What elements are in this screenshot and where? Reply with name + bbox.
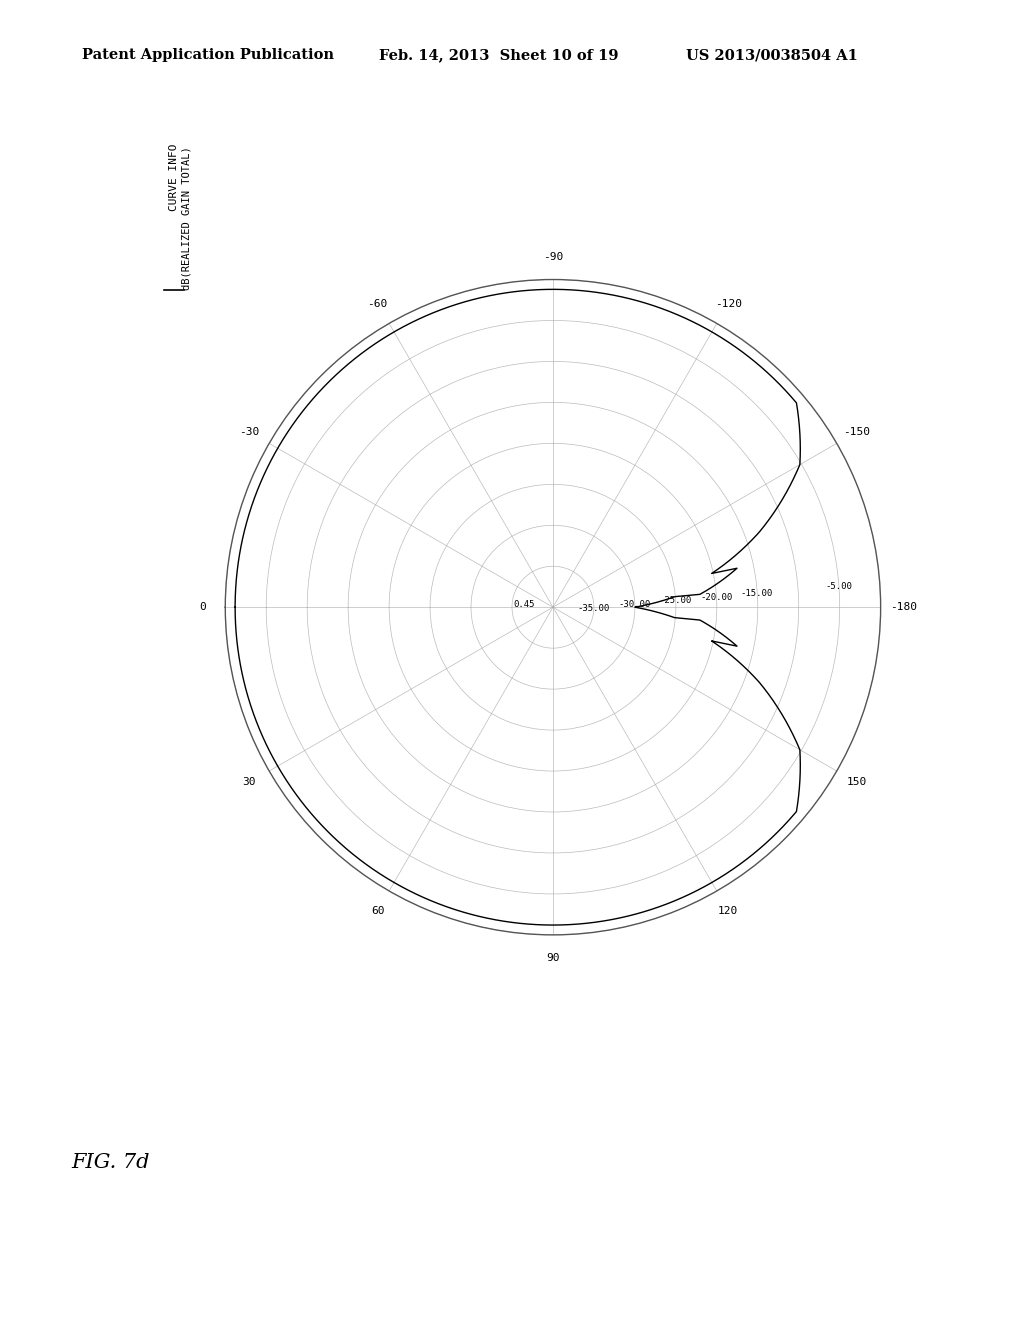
Text: dB(REALIZED GAIN TOTAL): dB(REALIZED GAIN TOTAL) (181, 147, 191, 290)
Text: -15.00: -15.00 (740, 589, 773, 598)
Text: -20.00: -20.00 (700, 593, 732, 602)
Text: -5.00: -5.00 (825, 582, 852, 591)
Text: Patent Application Publication: Patent Application Publication (82, 49, 334, 62)
Text: FIG. 7d: FIG. 7d (72, 1154, 151, 1172)
Text: -35.00: -35.00 (578, 603, 610, 612)
Text: -30.00: -30.00 (618, 601, 650, 609)
Text: Feb. 14, 2013  Sheet 10 of 19: Feb. 14, 2013 Sheet 10 of 19 (379, 49, 618, 62)
Text: -25.00: -25.00 (659, 597, 691, 606)
Text: CURVE INFO: CURVE INFO (169, 144, 179, 211)
Text: 0.45: 0.45 (514, 601, 536, 610)
Text: US 2013/0038504 A1: US 2013/0038504 A1 (686, 49, 858, 62)
